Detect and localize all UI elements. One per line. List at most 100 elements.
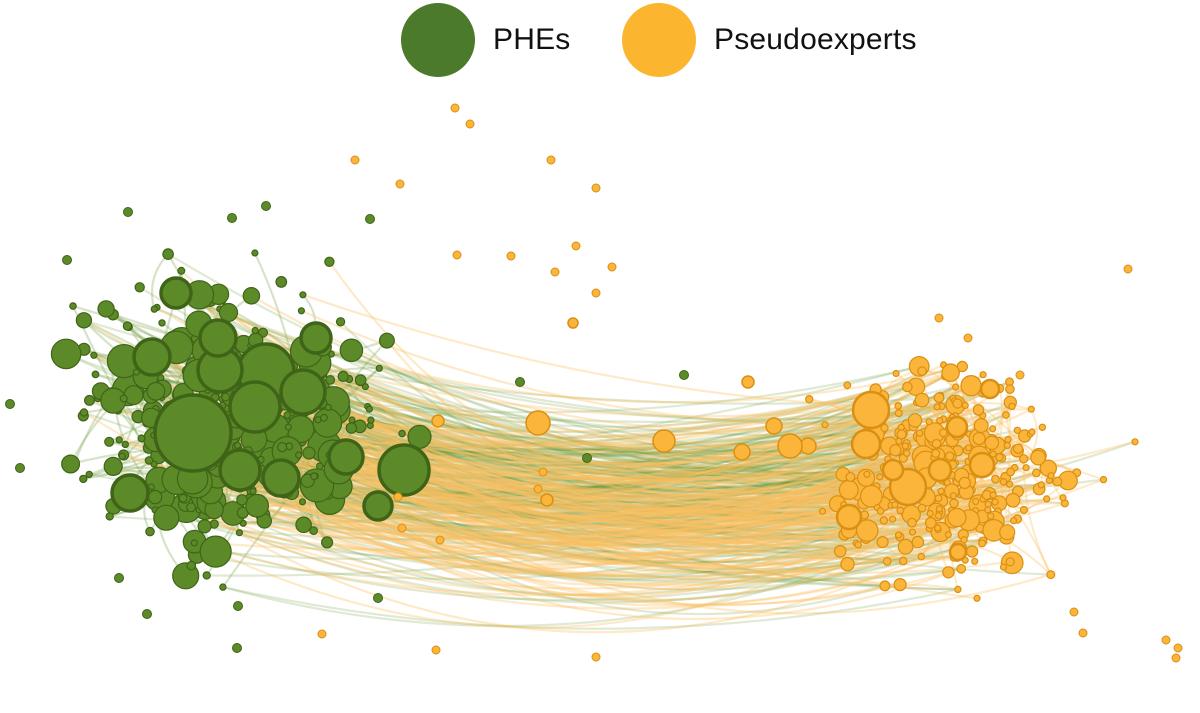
phe-hub-node xyxy=(218,448,262,492)
pseudo-edge xyxy=(1022,458,1052,576)
phe-node xyxy=(197,519,212,534)
pseudoexpert-node xyxy=(1019,505,1029,515)
pseudoexpert-node xyxy=(956,563,967,574)
pseudoexpert-node xyxy=(879,580,891,592)
pseudoexpert-node xyxy=(931,438,942,449)
pseudo-cross-edge xyxy=(182,426,902,530)
pseudoexpert-node xyxy=(1013,426,1022,434)
pseudoexpert-node xyxy=(1043,495,1051,503)
phe-node xyxy=(515,377,525,387)
phe-cross-edge xyxy=(268,402,980,478)
pseudoexpert-node xyxy=(972,497,980,506)
pseudoexpert-node xyxy=(1037,481,1045,489)
pseudoexpert-node xyxy=(765,417,783,435)
pseudoexpert-node xyxy=(805,395,814,404)
pseudoexpert-node xyxy=(945,451,955,461)
pseudoexpert-node xyxy=(949,492,958,500)
pseudo-cross-edge xyxy=(291,405,938,447)
pseudoexpert-node xyxy=(960,536,968,544)
pseudoexpert-node xyxy=(951,383,960,391)
pseudoexpert-node xyxy=(908,528,917,536)
pseudoexpert-node xyxy=(567,317,579,329)
phe-hub-node xyxy=(261,458,301,498)
phe-node xyxy=(232,643,242,653)
phe-cross-edge xyxy=(154,508,962,584)
pseudoexpert-node xyxy=(938,428,948,438)
phe-cross-edge xyxy=(269,389,900,457)
pseudoexpert-node xyxy=(989,425,997,433)
pseudo-cross-edge xyxy=(271,473,962,620)
phe-node xyxy=(122,321,133,331)
legend-label-pseudoexperts: Pseudoexperts xyxy=(714,23,917,56)
pseudoexpert-node xyxy=(991,474,1000,484)
pseudoexpert-node xyxy=(591,288,601,298)
phe-cross-edge xyxy=(328,494,896,581)
phe-cross-edge xyxy=(260,429,1018,481)
phe-node xyxy=(119,394,128,403)
pseudoexpert-hub-node xyxy=(835,503,863,531)
phe-node xyxy=(324,403,332,411)
phe-node xyxy=(249,487,257,495)
pseudoexpert-node xyxy=(652,429,676,453)
phe-node xyxy=(298,498,307,506)
pseudoexpert-node xyxy=(1047,472,1055,480)
phe-cross-edge xyxy=(224,458,889,520)
pseudo-cross-edge xyxy=(198,509,922,634)
pseudoexpert-nodes xyxy=(317,103,1183,663)
phe-cross-edge xyxy=(222,516,958,627)
phe-node xyxy=(378,332,395,349)
phe-node xyxy=(337,370,349,382)
phe-hub-node xyxy=(377,443,431,497)
pseudoexpert-node xyxy=(907,413,923,428)
pseudoexpert-node xyxy=(989,450,997,458)
phe-cross-edge xyxy=(196,438,992,504)
phe-node xyxy=(90,351,98,359)
phe-node xyxy=(320,413,328,422)
pseudoexpert-node xyxy=(894,402,903,410)
phe-node xyxy=(162,248,174,260)
pseudoexpert-node xyxy=(896,506,905,515)
pseudoexpert-node xyxy=(917,503,927,513)
phe-cross-edge xyxy=(321,451,984,583)
pseudoexpert-node xyxy=(961,401,969,409)
pseudoexpert-node xyxy=(1005,467,1015,477)
pseudoexpert-node xyxy=(924,517,937,529)
pseudoexpert-node xyxy=(1099,475,1108,484)
pseudoexpert-node xyxy=(540,493,554,507)
pseudoexpert-node xyxy=(1030,449,1046,466)
phe-node xyxy=(299,291,307,299)
phe-node xyxy=(137,434,146,443)
phe-cross-edge xyxy=(357,423,959,508)
phe-cross-edge xyxy=(275,446,1020,497)
pseudoexpert-node xyxy=(917,552,926,561)
pseudo-cross-edge xyxy=(208,391,932,544)
phe-cross-edge xyxy=(204,413,1007,541)
pseudoexpert-node xyxy=(926,509,934,518)
pseudoexpert-node xyxy=(1028,428,1036,436)
phe-node xyxy=(284,423,292,431)
phe-node xyxy=(121,440,130,449)
phe-node xyxy=(145,526,155,537)
pseudoexpert-node xyxy=(891,501,899,509)
pseudoexpert-node xyxy=(1161,635,1171,645)
phe-node xyxy=(118,452,127,460)
pseudoexpert-node xyxy=(876,507,885,515)
pseudo-cross-edge xyxy=(277,449,868,598)
phe-cross-edge xyxy=(314,475,980,565)
phe-cross-edge xyxy=(184,453,939,546)
phe-cross-edge xyxy=(201,303,867,478)
pseudoexpert-node xyxy=(1012,443,1024,454)
phe-node xyxy=(251,326,259,335)
pseudoexpert-node xyxy=(977,539,987,548)
pseudoexpert-node xyxy=(1078,628,1088,638)
phe-cross-edge xyxy=(266,407,984,532)
pseudoexpert-hub-node xyxy=(851,390,891,430)
phe-cross-edge xyxy=(222,586,959,630)
pseudo-cross-edge xyxy=(153,418,944,550)
phe-cross-edge xyxy=(286,420,933,517)
pseudoexpert-node xyxy=(892,369,900,378)
phe-hub-node xyxy=(153,393,233,473)
pseudoexpert-node xyxy=(1019,454,1029,464)
pseudoexpert-node xyxy=(937,487,945,495)
pseudoexpert-node xyxy=(733,443,751,461)
